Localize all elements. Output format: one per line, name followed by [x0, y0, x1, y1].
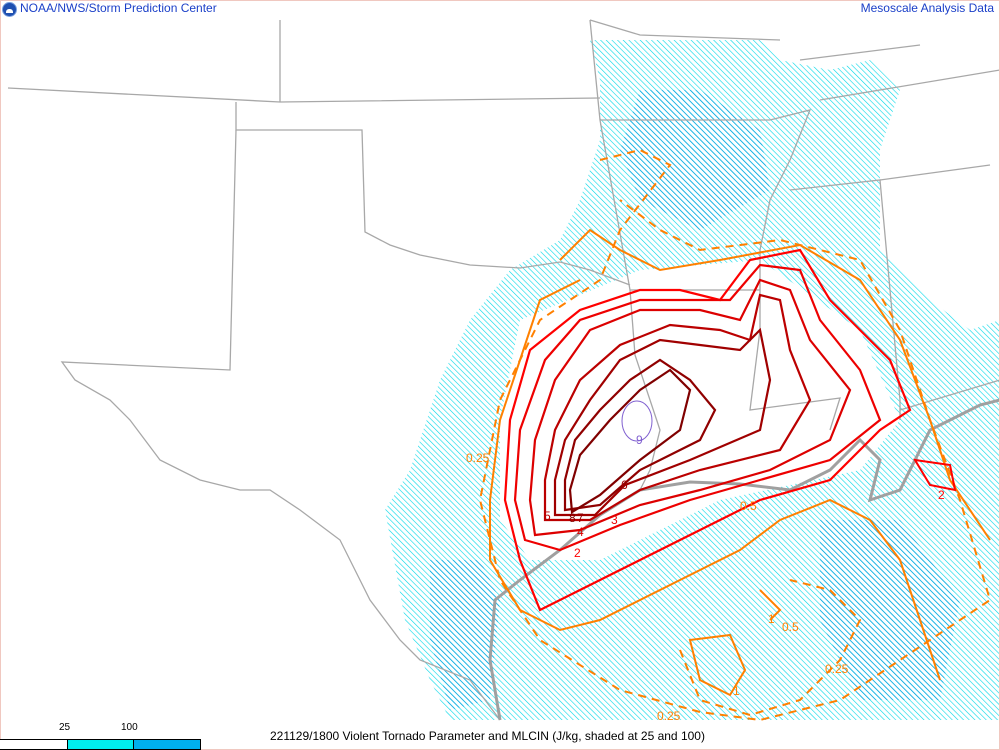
legend-swatch-none: [0, 739, 68, 750]
label-vtp: 5: [544, 509, 551, 523]
label-vtp: 2: [938, 488, 945, 502]
contour-labels: 0.25 0.5 0.5 1 1 0.25 0.25 2 2 3 4 5 8 7…: [466, 433, 945, 723]
shading-legend: 25 100: [0, 722, 210, 750]
mlcin-contours: [478, 148, 992, 722]
label-vtp: 4: [577, 525, 584, 539]
mlcin-shading: [385, 40, 1000, 720]
label-mlcin: 0.5: [782, 620, 799, 634]
gulf-coastline: [488, 398, 1000, 721]
label-vtp: 2: [574, 546, 581, 560]
legend-threshold-25: 25: [59, 722, 71, 733]
state-boundaries: [7, 19, 1000, 721]
label-mlcin: 0.25: [466, 451, 490, 465]
label-vtp: 3: [611, 513, 618, 527]
label-vtp: 8: [569, 511, 576, 525]
vtp-contours: [503, 248, 912, 612]
vtp-contour-6: [553, 327, 772, 517]
vtp-contour-5: [543, 293, 812, 522]
header-right-title: Mesoscale Analysis Data: [860, 1, 994, 15]
label-vtp: 6: [621, 478, 628, 492]
legend-swatch-100: [133, 739, 201, 750]
label-mlcin: 0.25: [825, 662, 849, 676]
legend-swatch-25: [67, 739, 134, 750]
label-mlcin: 1: [768, 612, 775, 626]
legend-threshold-100: 100: [121, 722, 138, 733]
vtp-contour-7: [563, 358, 717, 512]
vtp-contour-3: [513, 263, 882, 552]
noaa-logo-icon: [2, 2, 17, 17]
vtp-contour-8: [568, 368, 692, 514]
header-left-title: NOAA/NWS/Storm Prediction Center: [20, 1, 217, 15]
vtp-contour-9: [621, 400, 653, 442]
label-vtp: 7: [577, 511, 584, 525]
vtp-contour-2: [503, 248, 912, 612]
vtp-contour-4: [528, 278, 852, 537]
label-mlcin: 0.25: [657, 709, 681, 723]
map-caption: 221129/1800 Violent Tornado Parameter an…: [270, 729, 705, 743]
mlcin-shade-100: [430, 90, 960, 710]
label-mlcin: 1: [733, 684, 740, 698]
label-mlcin: 0.5: [740, 499, 757, 513]
label-vtp: 9: [636, 433, 643, 447]
